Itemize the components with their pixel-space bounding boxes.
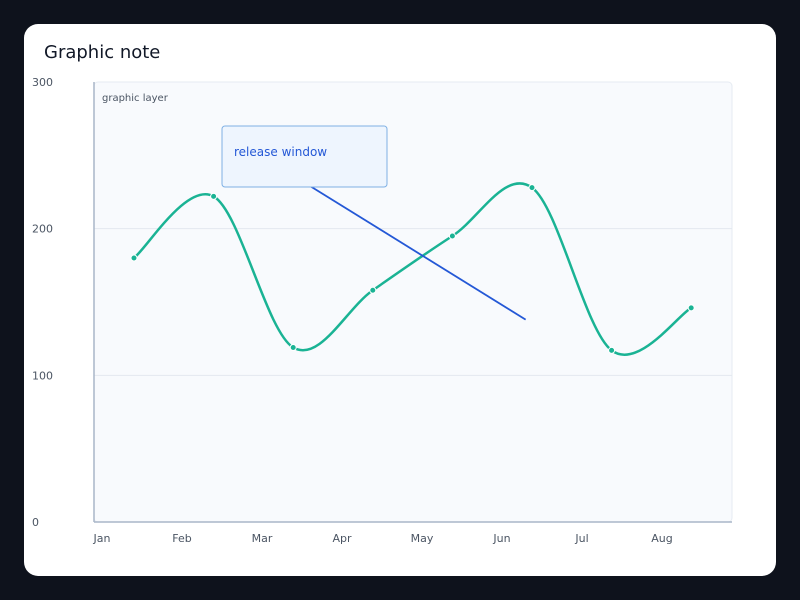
annotation-box (221, 125, 388, 188)
graphic-layer-label: graphic layer (102, 93, 169, 104)
x-tick-label: May (411, 532, 434, 545)
x-tick-label: Aug (651, 532, 672, 545)
y-tick-label: 300 (32, 76, 53, 89)
annotation-pointer (309, 185, 527, 321)
y-tick-label: 0 (32, 516, 39, 529)
data-point (369, 286, 377, 294)
x-tick-label: Feb (172, 532, 191, 545)
annotation-text: release window (234, 145, 327, 159)
data-point (448, 232, 456, 240)
x-tick-label: Jan (93, 532, 111, 545)
data-point (608, 346, 616, 354)
y-tick-label: 200 (32, 223, 53, 236)
data-point (528, 184, 536, 192)
data-point (687, 304, 695, 312)
x-tick-label: Apr (332, 532, 352, 545)
plot-area (93, 81, 733, 523)
chart-card: Graphic note graphic layer 0 100 200 300 Ja… (24, 24, 776, 576)
data-point (289, 343, 297, 351)
data-point (210, 192, 218, 200)
y-tick-label: 100 (32, 369, 53, 382)
x-tick-label: Jun (492, 532, 510, 545)
x-tick-label: Jul (574, 532, 588, 545)
x-tick-label: Mar (252, 532, 273, 545)
chart-title: Graphic note (44, 42, 161, 63)
series-line (132, 182, 693, 356)
data-point (130, 254, 138, 262)
line-chart: graphic layer 0 100 200 300 Jan Feb Mar Apr May… (32, 76, 733, 545)
